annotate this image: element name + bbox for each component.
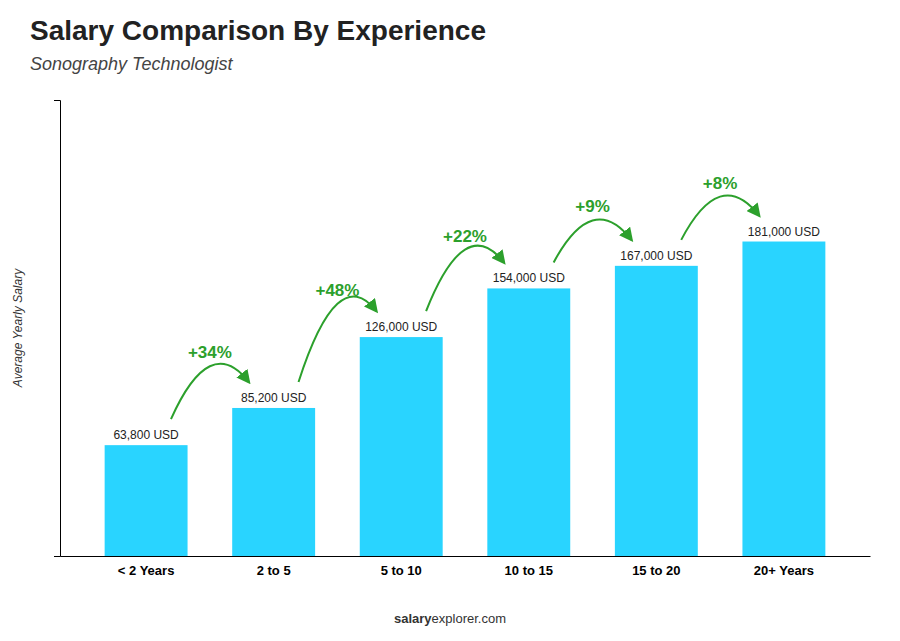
change-arrow — [554, 219, 632, 262]
bar — [360, 337, 443, 556]
change-arrow — [681, 195, 759, 239]
chart: Salary Comparison By Experience Sonograph… — [0, 0, 900, 641]
x-tick-label: < 2 Years — [118, 563, 175, 578]
data-label: 126,000 USD — [365, 320, 437, 334]
x-axis: < 2 Years 2 to 5 5 to 10 10 to 15 15 to 20 20… — [61, 556, 871, 578]
subtitle: Sonography Technologist — [30, 54, 233, 74]
bar — [487, 288, 570, 556]
data-label: 63,800 USD — [113, 428, 179, 442]
x-tick: 15 to 20 — [632, 556, 680, 578]
change-label: +22% — [443, 227, 487, 246]
data-label: 154,000 USD — [493, 271, 565, 285]
bar — [105, 445, 188, 556]
x-tick-label: 20+ Years — [754, 563, 814, 578]
x-tick: 10 to 15 — [505, 556, 553, 578]
y-axis — [54, 101, 61, 557]
change-label: +48% — [315, 281, 359, 300]
x-tick-label: 5 to 10 — [381, 563, 422, 578]
bar — [615, 266, 698, 556]
x-tick-label: 2 to 5 — [257, 563, 291, 578]
data-label: 85,200 USD — [241, 391, 307, 405]
plot: < 2 Years 2 to 5 5 to 10 10 to 15 15 to 20 20… — [54, 101, 871, 579]
x-tick: 2 to 5 — [257, 556, 291, 578]
bar — [232, 408, 315, 556]
change-label: +9% — [575, 197, 610, 216]
x-tick-label: 10 to 15 — [505, 563, 553, 578]
x-axis-line — [61, 556, 871, 557]
footer-part: explorer.com — [432, 611, 506, 626]
y-axis-line — [54, 101, 61, 557]
data-label: 167,000 USD — [620, 249, 692, 263]
x-tick: < 2 Years — [118, 556, 175, 578]
change-label: +8% — [703, 174, 738, 193]
x-tick: 5 to 10 — [381, 556, 422, 578]
title: Salary Comparison By Experience — [30, 15, 486, 46]
x-tick-label: 15 to 20 — [632, 563, 680, 578]
change-arrow — [426, 246, 504, 311]
change-arrow — [171, 364, 249, 419]
footer: salaryexplorer.com — [394, 611, 506, 626]
footer-part: salary — [394, 611, 432, 626]
bar — [742, 242, 825, 556]
bars — [105, 242, 826, 556]
x-tick: 20+ Years — [754, 556, 814, 578]
change-label: +34% — [188, 343, 232, 362]
y-axis-title: Average Yearly Salary — [11, 268, 25, 388]
change-arrow — [299, 296, 377, 382]
change-annotations: +34% +48% +22% +9% +8% — [171, 174, 759, 420]
data-labels: 63,800 USD 85,200 USD 126,000 USD 154,000 U… — [113, 225, 820, 443]
data-label: 181,000 USD — [748, 225, 820, 239]
